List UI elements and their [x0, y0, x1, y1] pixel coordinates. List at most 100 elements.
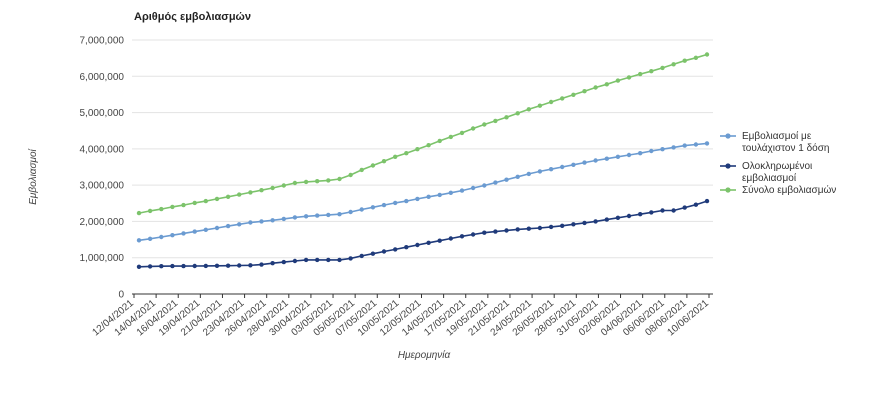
data-point[interactable]: [393, 247, 398, 252]
data-point[interactable]: [649, 210, 654, 215]
data-point[interactable]: [370, 163, 376, 168]
data-point[interactable]: [370, 205, 376, 210]
data-point[interactable]: [470, 126, 476, 131]
data-point[interactable]: [281, 183, 286, 188]
data-point[interactable]: [136, 264, 142, 269]
data-point[interactable]: [225, 263, 231, 268]
data-point[interactable]: [136, 238, 142, 243]
data-point[interactable]: [404, 198, 409, 204]
legend-item[interactable]: Εμβολιασμοί με τουλάχιστον 1 δόση: [720, 130, 829, 154]
data-point[interactable]: [214, 196, 220, 202]
data-point[interactable]: [638, 71, 643, 77]
data-point[interactable]: [214, 225, 220, 231]
data-point[interactable]: [504, 115, 509, 120]
data-point[interactable]: [415, 147, 420, 152]
data-point[interactable]: [493, 180, 498, 185]
data-point[interactable]: [359, 207, 364, 212]
data-point[interactable]: [281, 259, 286, 265]
data-point[interactable]: [626, 152, 632, 158]
data-point[interactable]: [292, 180, 298, 186]
data-point[interactable]: [493, 118, 498, 124]
data-point[interactable]: [504, 177, 509, 182]
data-point[interactable]: [270, 185, 275, 191]
data-point[interactable]: [437, 192, 442, 198]
data-point[interactable]: [615, 215, 621, 220]
data-point[interactable]: [225, 223, 231, 229]
data-point[interactable]: [526, 226, 531, 231]
data-point[interactable]: [270, 261, 275, 266]
data-point[interactable]: [638, 212, 643, 217]
data-point[interactable]: [638, 151, 643, 156]
data-point[interactable]: [482, 230, 487, 235]
data-point[interactable]: [682, 205, 687, 210]
data-point[interactable]: [147, 236, 153, 241]
data-point[interactable]: [147, 208, 153, 214]
data-point[interactable]: [526, 171, 531, 177]
data-point[interactable]: [381, 249, 387, 254]
data-point[interactable]: [415, 196, 420, 202]
data-point[interactable]: [136, 210, 142, 216]
data-point[interactable]: [704, 198, 710, 204]
data-point[interactable]: [315, 213, 320, 218]
data-point[interactable]: [359, 167, 364, 173]
data-point[interactable]: [259, 219, 264, 224]
data-point[interactable]: [493, 229, 498, 234]
data-point[interactable]: [448, 134, 453, 140]
data-point[interactable]: [159, 206, 164, 212]
data-point[interactable]: [660, 147, 665, 152]
data-point[interactable]: [515, 174, 520, 179]
data-point[interactable]: [237, 192, 242, 197]
data-point[interactable]: [571, 162, 576, 167]
data-point[interactable]: [270, 218, 275, 223]
data-point[interactable]: [404, 245, 409, 250]
data-point[interactable]: [593, 219, 598, 224]
data-point[interactable]: [225, 194, 231, 199]
data-point[interactable]: [671, 208, 676, 213]
data-point[interactable]: [292, 258, 298, 264]
data-point[interactable]: [337, 176, 342, 182]
data-point[interactable]: [470, 232, 476, 237]
data-point[interactable]: [237, 222, 242, 227]
data-point[interactable]: [159, 264, 164, 269]
data-point[interactable]: [426, 143, 431, 148]
data-point[interactable]: [548, 99, 554, 105]
data-point[interactable]: [170, 263, 175, 269]
data-point[interactable]: [470, 185, 476, 191]
data-point[interactable]: [248, 263, 253, 268]
data-point[interactable]: [214, 263, 220, 268]
data-point[interactable]: [248, 220, 253, 225]
data-point[interactable]: [181, 263, 186, 269]
data-point[interactable]: [582, 160, 587, 165]
data-point[interactable]: [548, 167, 554, 172]
data-point[interactable]: [348, 209, 353, 215]
data-point[interactable]: [660, 65, 665, 71]
data-point[interactable]: [192, 229, 197, 234]
data-point[interactable]: [370, 251, 376, 256]
data-point[interactable]: [615, 78, 621, 83]
data-point[interactable]: [693, 202, 699, 207]
data-point[interactable]: [259, 262, 264, 267]
data-point[interactable]: [459, 188, 465, 193]
data-point[interactable]: [515, 111, 520, 116]
data-point[interactable]: [604, 156, 609, 161]
data-point[interactable]: [682, 143, 687, 148]
data-point[interactable]: [459, 234, 465, 239]
data-point[interactable]: [303, 257, 309, 263]
legend[interactable]: Εμβολιασμοί με τουλάχιστον 1 δόση Ολοκληρω…: [720, 130, 836, 196]
data-point[interactable]: [615, 154, 621, 159]
data-point[interactable]: [593, 85, 598, 90]
data-point[interactable]: [393, 200, 398, 206]
data-point[interactable]: [504, 228, 509, 233]
data-point[interactable]: [292, 215, 298, 220]
data-point[interactable]: [649, 69, 654, 74]
data-point[interactable]: [381, 202, 387, 208]
data-point[interactable]: [482, 122, 487, 127]
data-point[interactable]: [248, 190, 253, 195]
data-point[interactable]: [560, 96, 565, 101]
data-point[interactable]: [303, 214, 309, 219]
data-point[interactable]: [326, 212, 331, 218]
data-point[interactable]: [582, 89, 587, 94]
data-point[interactable]: [548, 224, 554, 230]
data-point[interactable]: [459, 130, 465, 136]
data-point[interactable]: [626, 75, 632, 80]
